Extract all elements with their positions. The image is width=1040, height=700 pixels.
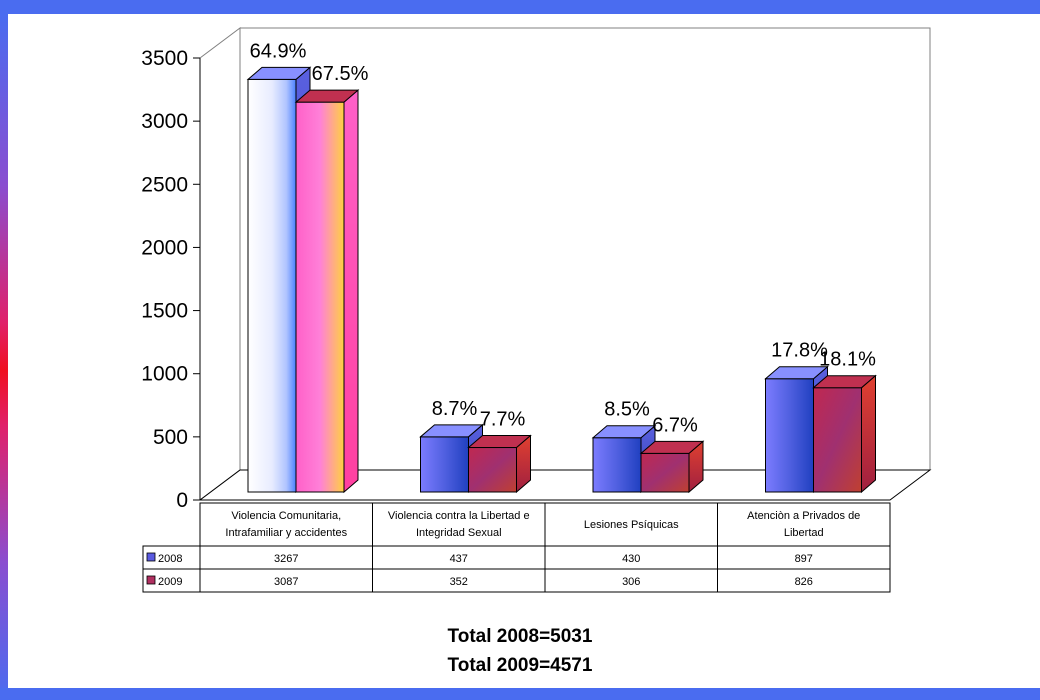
value-2009-3: 306 (622, 576, 640, 588)
total-2009: Total 2009=4571 (447, 655, 593, 676)
y-axis: 0 500 1000 1500 2000 2500 3000 3500 (141, 47, 201, 512)
bar-front (592, 437, 642, 493)
pct-label-2009-3: 6.7% (652, 414, 698, 436)
pct-label-2009-2: 7.7% (480, 409, 526, 431)
value-2008-1: 3267 (274, 553, 298, 565)
bar-top (419, 424, 484, 438)
value-2008-2: 437 (450, 553, 468, 565)
category-label: Intrafamiliar y accidentes (225, 527, 347, 539)
pct-label-2008-4: 17.8% (771, 340, 828, 362)
y-tick-label: 2000 (141, 236, 188, 259)
y-tick-label: 3500 (141, 47, 188, 70)
floor (198, 469, 932, 501)
bar-2009-1 (294, 89, 360, 494)
bar-2009-2 (467, 434, 532, 494)
category-label: Libertad (784, 527, 824, 539)
pct-label-2008-3: 8.5% (604, 399, 650, 421)
bar-top (467, 435, 532, 449)
bottom-border (0, 688, 1040, 700)
legend-label-2009: 2009 (158, 576, 182, 588)
bar-front (640, 452, 690, 493)
pct-label-2009-1: 67.5% (312, 63, 369, 85)
value-2008-3: 430 (622, 553, 640, 565)
data-table: Violencia Comunitaria, Intrafamiliar y ac… (142, 502, 891, 593)
bar-2009-4 (812, 374, 877, 494)
bar-top (294, 89, 360, 103)
category-label: Integridad Sexual (416, 527, 502, 539)
total-2008: Total 2008=5031 (447, 626, 593, 647)
y-tick-label: 3000 (141, 110, 188, 133)
pct-label-2009-4: 18.1% (819, 349, 876, 371)
value-2009-4: 826 (795, 576, 813, 588)
bar-side (343, 89, 359, 494)
category-label: Violencia contra la Libertad e (388, 510, 530, 522)
chart-panel (8, 14, 1040, 688)
bar-front (765, 378, 814, 493)
bar-front (247, 78, 297, 493)
bar-top (812, 375, 877, 389)
y-tick-label: 1500 (141, 300, 188, 323)
value-2009-2: 352 (450, 576, 468, 588)
back-wall (240, 27, 931, 470)
legend-swatch-2008 (146, 552, 156, 562)
bar-top (591, 425, 657, 439)
bars (246, 66, 877, 494)
y-tick-label: 500 (153, 426, 188, 449)
bar-front (468, 447, 517, 493)
y-tick-label: 2500 (141, 173, 188, 196)
legend-label-2008: 2008 (158, 553, 182, 565)
bar-front (295, 101, 345, 493)
category-label: Atenciòn a Privados de (747, 510, 860, 522)
bar-top (764, 366, 829, 380)
bar-front (420, 436, 469, 493)
pct-label-2008-2: 8.7% (432, 398, 478, 420)
top-border (0, 0, 1040, 14)
percent-labels: 64.9%67.5% 8.7% 7.7% 8.5%6.7% 17.8%18.1% (250, 40, 876, 436)
category-label: Lesiones Psíquicas (584, 519, 679, 531)
bar-top (639, 440, 705, 454)
y-tick-label: 0 (176, 489, 188, 512)
left-wall (199, 27, 241, 501)
value-2009-1: 3087 (274, 576, 298, 588)
left-border (0, 14, 8, 700)
category-label: Violencia Comunitaria, (231, 510, 341, 522)
bar-front (813, 387, 862, 493)
pct-label-2008-1: 64.9% (250, 40, 307, 62)
bar-2009-3 (639, 440, 705, 494)
value-2008-4: 897 (795, 553, 813, 565)
legend-swatch-2009 (146, 575, 156, 585)
y-tick-label: 1000 (141, 363, 188, 386)
bar-side (861, 374, 876, 494)
bar-top (246, 66, 312, 80)
